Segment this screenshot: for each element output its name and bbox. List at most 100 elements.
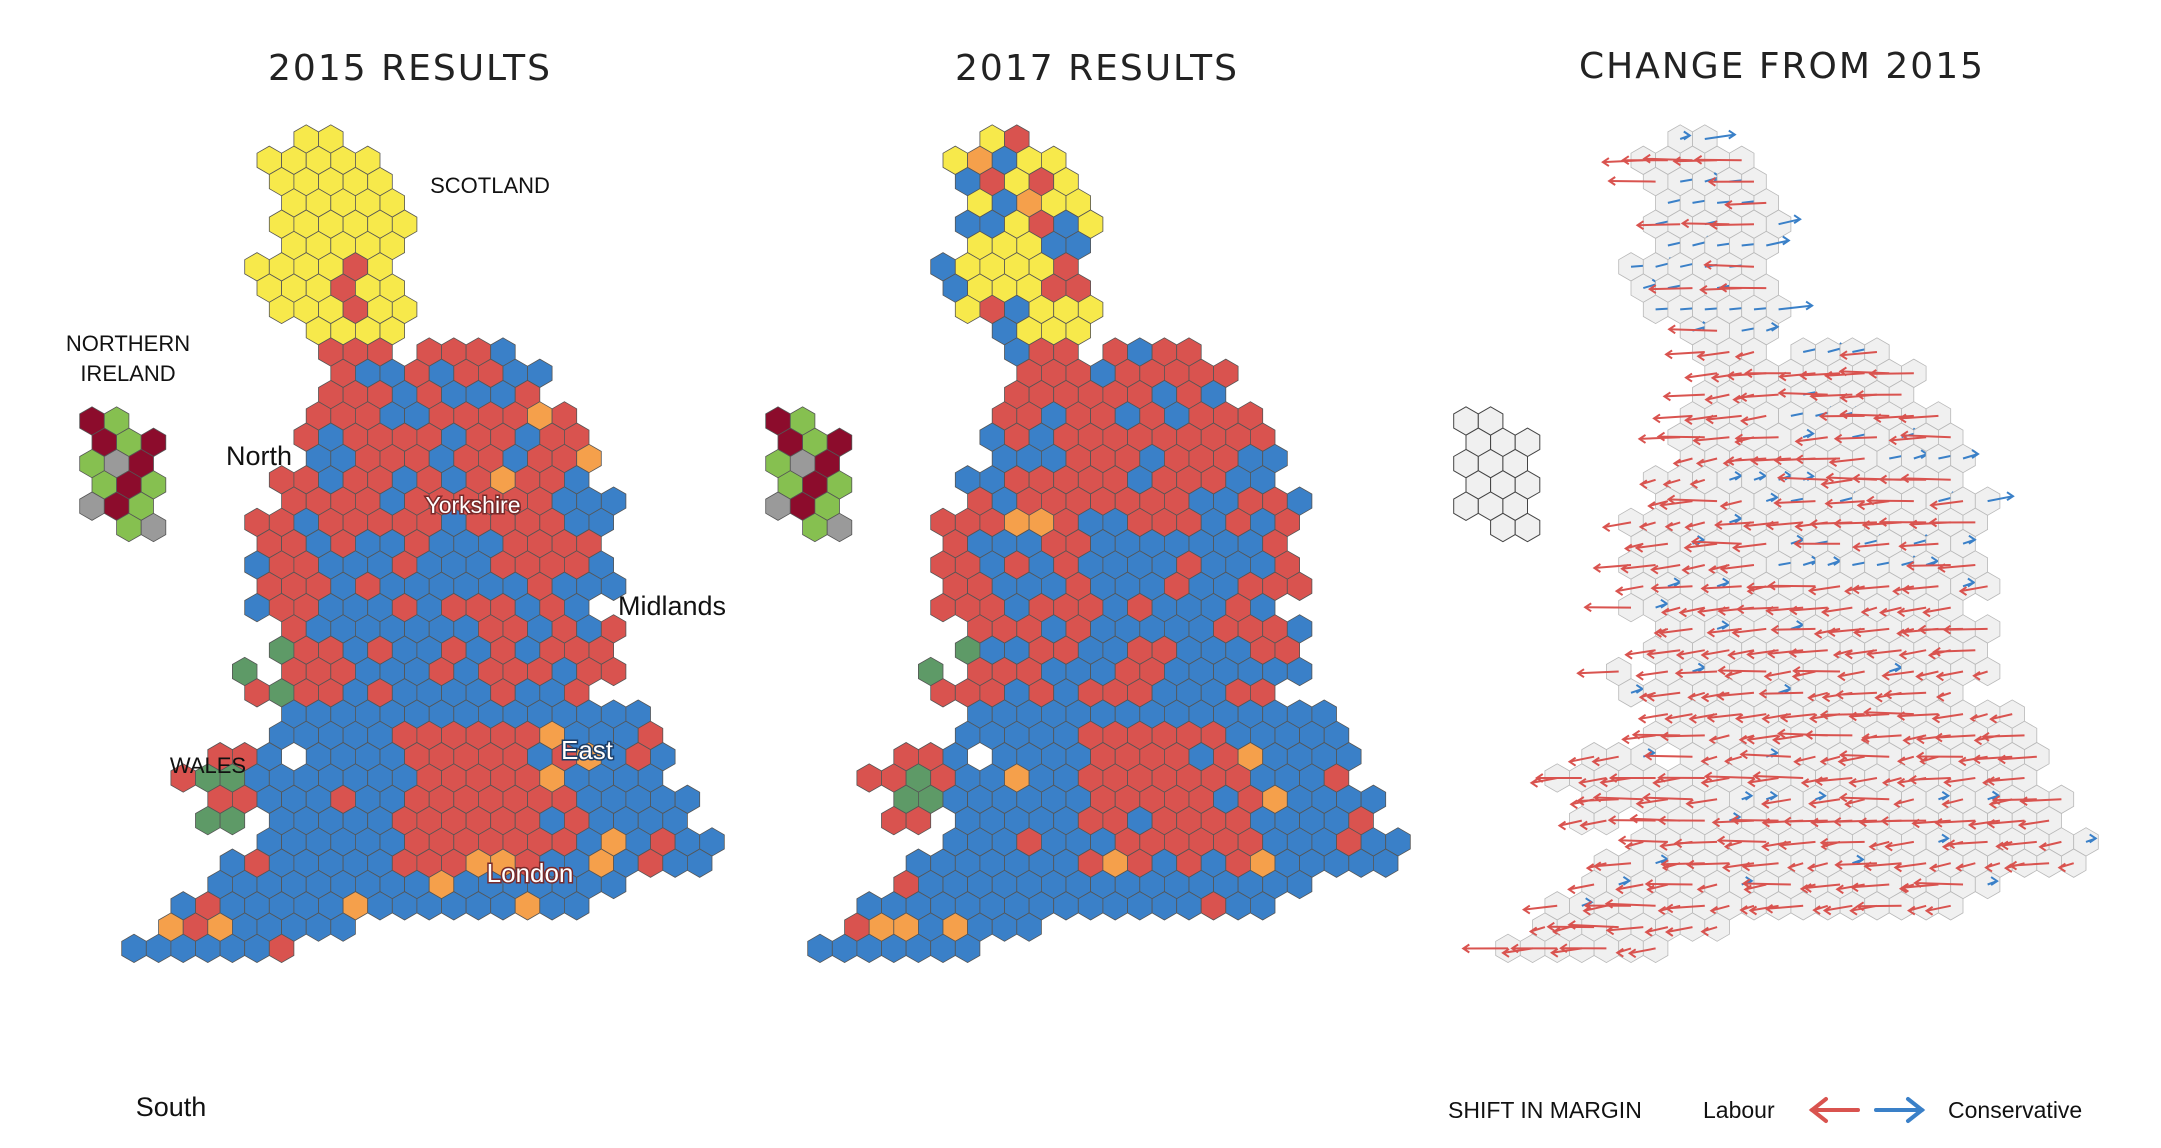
shift-arrow	[1910, 777, 1951, 781]
shift-arrowhead	[1592, 792, 1602, 803]
shift-arrowhead	[1767, 580, 1776, 591]
shift-arrowhead	[1928, 863, 1938, 874]
shift-arrowhead	[1898, 413, 1907, 424]
shift-arrow	[1853, 542, 1890, 549]
shift-arrow	[1616, 585, 1644, 593]
shift-arrow	[1732, 819, 1779, 822]
shift-arrow	[1762, 798, 1792, 805]
shift-arrowhead	[1865, 495, 1875, 506]
shift-arrow	[1973, 755, 2013, 761]
shift-arrow	[1923, 606, 1951, 614]
shift-arrow	[1581, 819, 1607, 827]
shift-arrowhead	[1806, 863, 1816, 873]
shift-arrowhead	[1766, 648, 1776, 659]
legend-labour-arrow	[1808, 1097, 1860, 1123]
shift-arrow	[1721, 500, 1742, 508]
shift-arrowhead	[1851, 584, 1860, 595]
shift-arrowhead	[1823, 370, 1833, 381]
shift-arrow	[1733, 627, 1767, 634]
label-south: South	[136, 1092, 207, 1122]
shift-arrow	[1682, 564, 1706, 571]
shift-arrow	[1988, 819, 2025, 825]
shift-arrow	[1621, 564, 1656, 570]
shift-arrow	[1839, 755, 1865, 763]
shift-arrowhead	[1746, 734, 1755, 745]
constituency-hex	[121, 933, 147, 964]
shift-arrowhead	[1650, 564, 1659, 575]
shift-arrow	[1637, 670, 1669, 677]
label-east: East	[561, 735, 614, 765]
shift-arrow	[1705, 393, 1730, 401]
shift-arrowhead	[1937, 563, 1946, 573]
shift-arrow	[1864, 711, 1914, 716]
panel-title-change: CHANGE FROM 2015	[1579, 46, 1985, 87]
shift-arrowhead	[1576, 668, 1585, 679]
shift-arrowhead	[1704, 394, 1713, 405]
shift-arrowhead	[1727, 650, 1736, 660]
shift-arrow	[1840, 754, 1890, 758]
shift-arrow	[1790, 649, 1828, 654]
shift-arrowhead	[1773, 498, 1782, 508]
shift-arrow	[1802, 777, 1828, 784]
shift-arrowhead	[1934, 732, 1943, 743]
shift-arrowhead	[1814, 776, 1823, 787]
shift-arrow	[1778, 476, 1828, 481]
shift-arrowhead	[1646, 692, 1655, 702]
shift-arrow	[1845, 798, 1865, 806]
shift-arrow	[1865, 862, 1902, 868]
shift-arrowhead	[1915, 751, 1925, 762]
shift-arrowhead	[1659, 500, 1668, 511]
shift-arrowhead	[1764, 903, 1774, 914]
shift-arrowhead	[1700, 692, 1710, 703]
shift-arrow	[1707, 414, 1742, 421]
shift-arrowhead	[1685, 859, 1695, 870]
shift-arrowhead	[1652, 413, 1661, 424]
shift-arrow	[1851, 883, 1890, 889]
shift-arrowhead	[1521, 904, 1531, 915]
shift-arrow	[1705, 263, 1755, 268]
shift-arrow	[1944, 627, 1988, 631]
shift-arrow	[1773, 734, 1804, 741]
shift-arrowhead	[1769, 790, 1779, 801]
shift-arrowhead	[1707, 176, 1716, 187]
shift-arrow	[1886, 840, 1915, 848]
shift-arrow	[1607, 926, 1644, 932]
constituency-hex	[1016, 912, 1042, 942]
shift-arrowhead	[1741, 861, 1751, 872]
shift-arrow	[1675, 840, 1718, 845]
shift-arrow	[1901, 434, 1951, 439]
shift-arrowhead	[1868, 841, 1877, 852]
shift-arrow	[1606, 902, 1656, 907]
shift-arrowhead	[1746, 649, 1755, 660]
shift-arrowhead	[1935, 692, 1945, 702]
shift-arrow	[1733, 542, 1767, 549]
shift-arrowhead	[1878, 474, 1888, 485]
shift-arrowhead	[1647, 501, 1656, 511]
shift-arrowhead	[1777, 728, 1786, 739]
shift-arrow	[1767, 521, 1804, 527]
shift-arrow	[1651, 564, 1681, 571]
shift-arrowhead	[1700, 777, 1709, 788]
shift-arrowhead	[1957, 756, 1967, 767]
shift-arrowhead	[1991, 790, 2001, 801]
shift-arrow	[1704, 133, 1735, 140]
shift-arrowhead	[1635, 670, 1644, 681]
shift-arrowhead	[1760, 799, 1770, 809]
shift-arrow	[1768, 649, 1804, 655]
shift-arrowhead	[1770, 492, 1779, 503]
shift-arrowhead	[1501, 948, 1510, 958]
shift-arrowhead	[1680, 218, 1690, 229]
shift-arrow	[1898, 606, 1927, 614]
shift-arrowhead	[2006, 491, 2015, 502]
shift-arrowhead	[1866, 649, 1875, 659]
shift-arrowhead	[1557, 820, 1567, 831]
shift-arrow	[1648, 691, 1681, 698]
constituency-hex	[1286, 656, 1313, 687]
constituency-hex	[954, 933, 981, 964]
shift-arrowhead	[2017, 820, 2027, 830]
shift-arrow	[1835, 436, 1877, 440]
shift-arrowhead	[1608, 773, 1618, 783]
shift-arrow	[2019, 819, 2050, 827]
shift-arrow	[1826, 500, 1865, 505]
